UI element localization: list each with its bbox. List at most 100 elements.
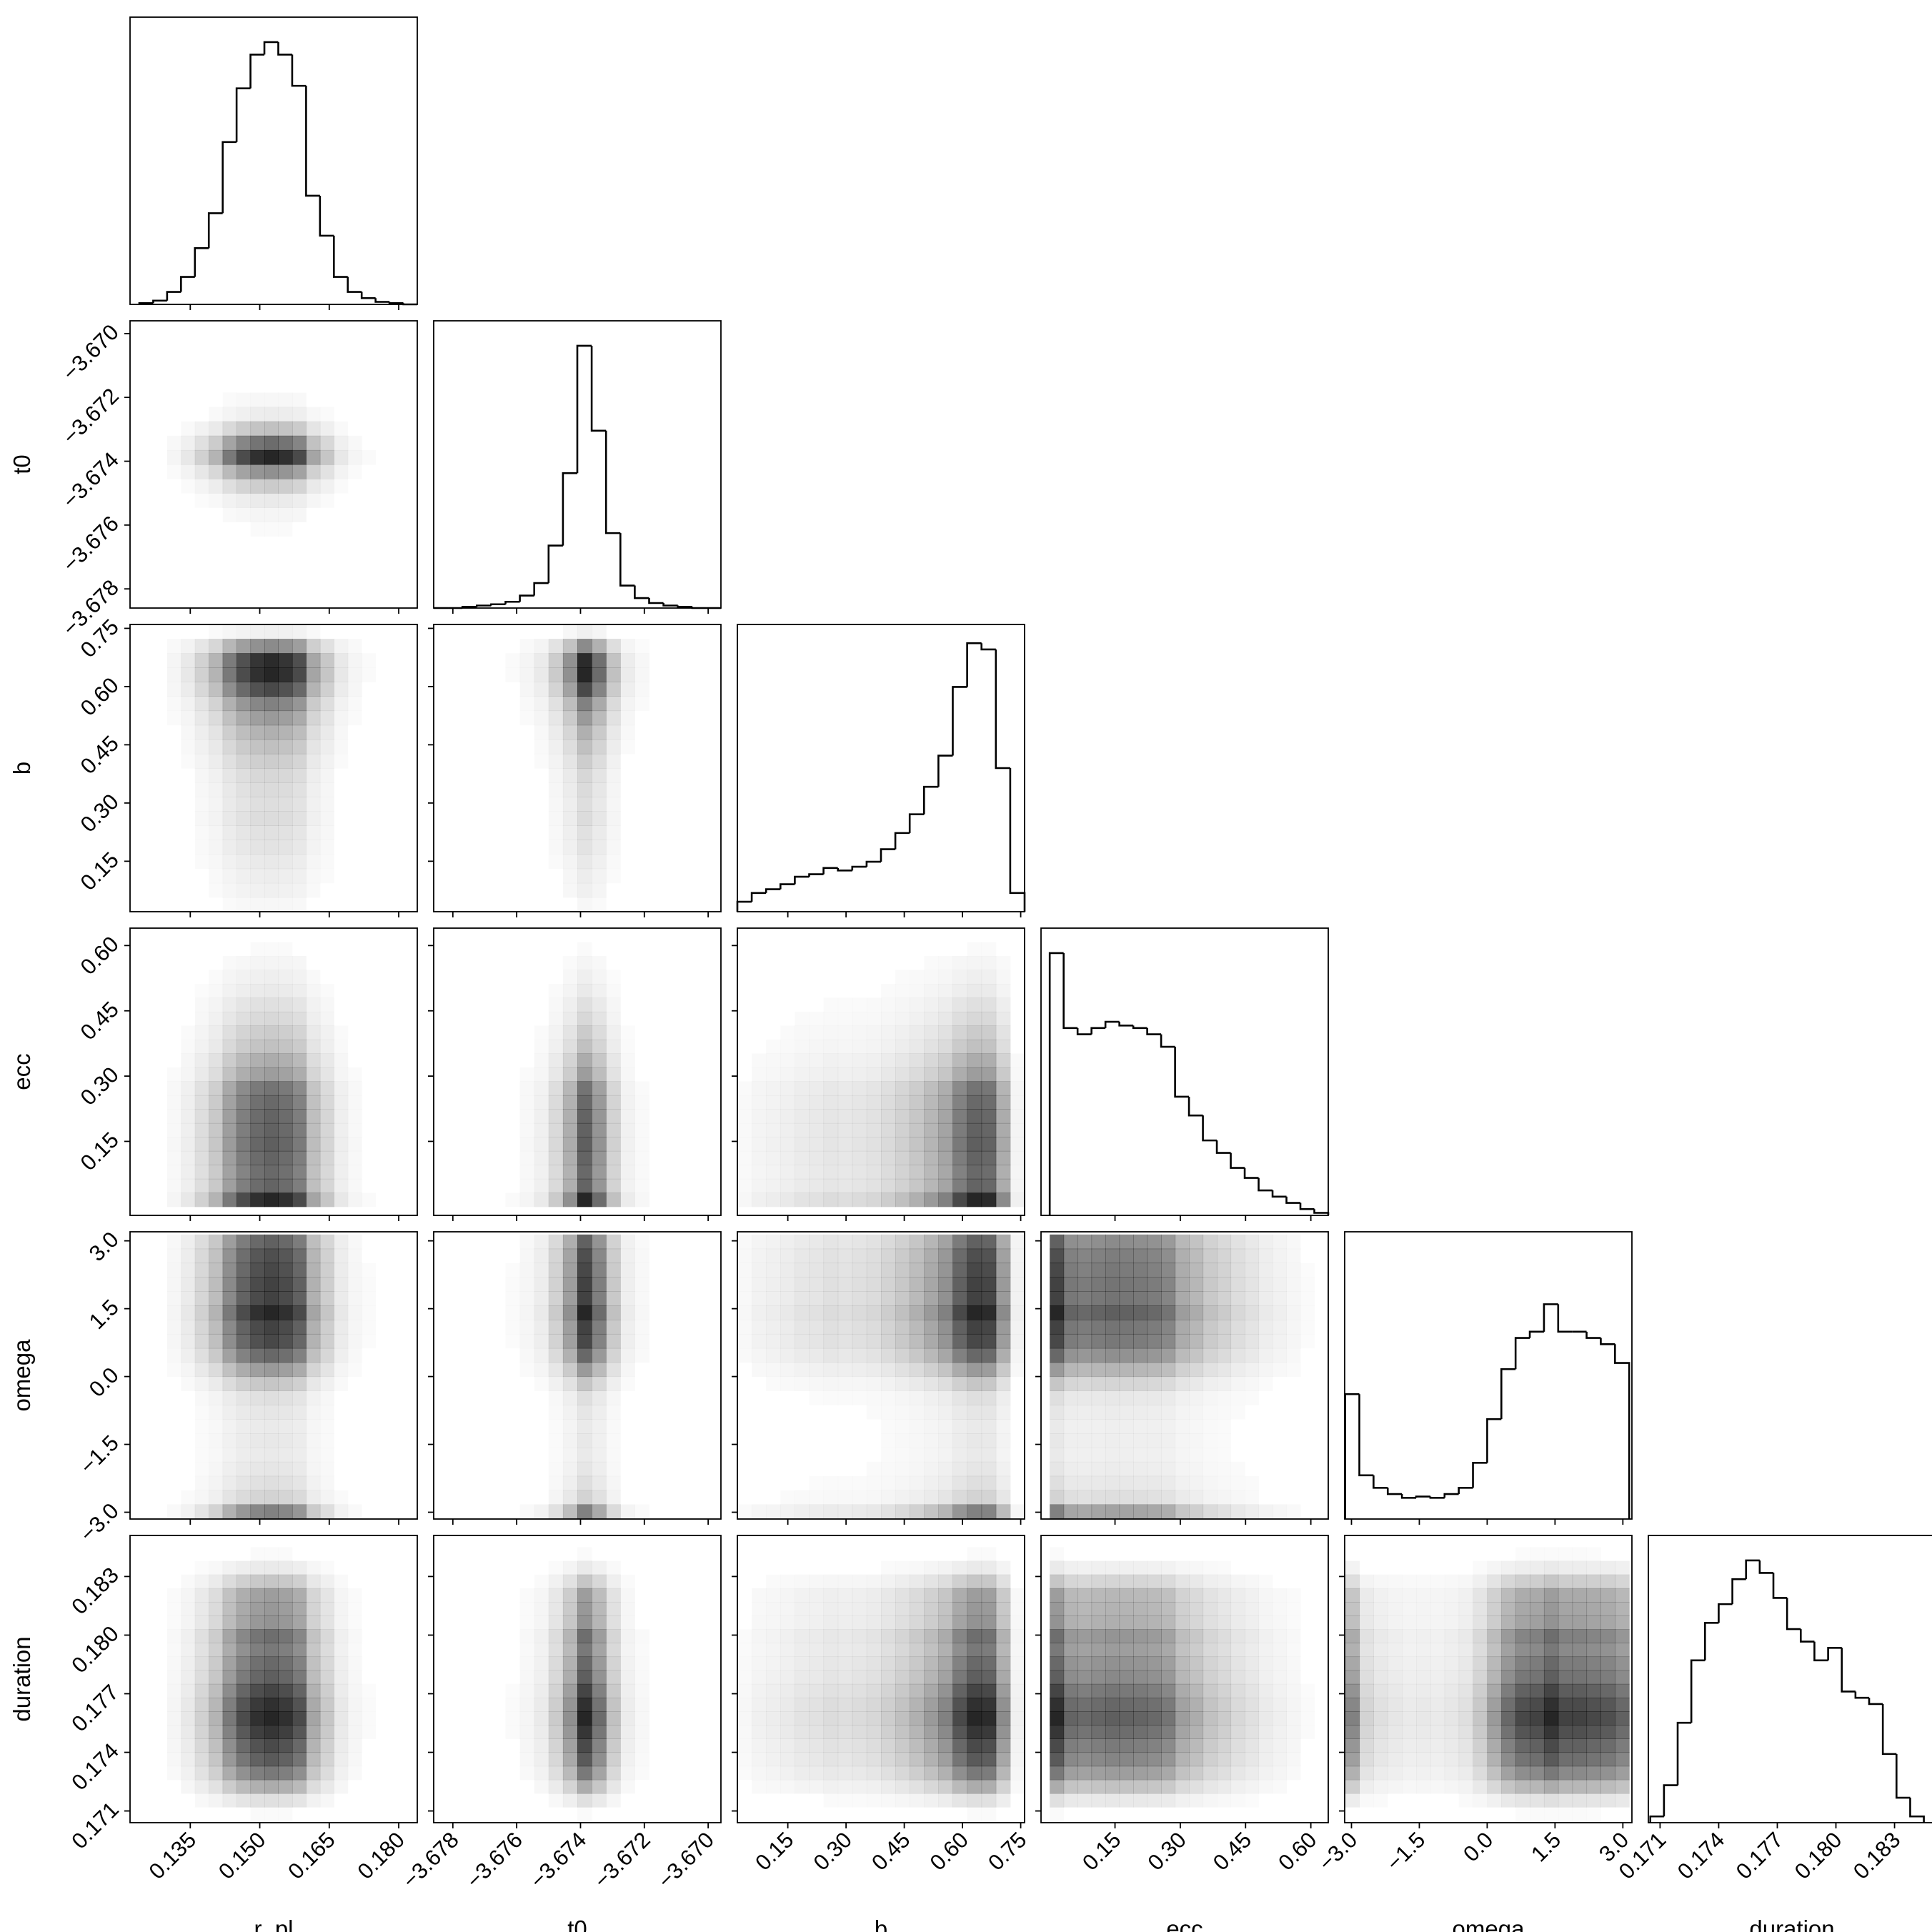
density-cell (250, 464, 265, 479)
density-cell (1231, 1390, 1245, 1405)
density-cell (562, 1461, 578, 1477)
density-cell (606, 1291, 621, 1306)
density-cell (981, 1601, 997, 1616)
density-cell (852, 1504, 867, 1519)
density-cell (181, 1095, 196, 1110)
density-cell (519, 653, 535, 668)
density-cell (881, 1779, 896, 1794)
density-cell (264, 1011, 279, 1026)
density-cell (194, 1025, 209, 1040)
density-cell (1202, 1490, 1218, 1505)
density-cell (1373, 1656, 1388, 1671)
density-cell (1091, 1376, 1106, 1391)
density-cell (1133, 1615, 1148, 1630)
density-cell (534, 1192, 549, 1208)
density-cell (1515, 1766, 1530, 1781)
density-cell (1487, 1752, 1502, 1767)
density-cell (250, 421, 265, 437)
density-cell (1161, 1277, 1176, 1292)
density-cell (1063, 1320, 1078, 1335)
density-cell (924, 1150, 939, 1165)
density-cell (780, 1109, 795, 1124)
density-cell (606, 1752, 621, 1767)
density-cell (967, 1419, 982, 1434)
density-cell (250, 1490, 265, 1505)
density-cell (823, 1192, 839, 1208)
density-cell (606, 1348, 621, 1363)
density-cell (995, 1333, 1011, 1349)
density-cell (995, 1277, 1011, 1292)
density-cell (195, 1390, 209, 1405)
density-cell (223, 970, 237, 984)
density-cell (852, 1779, 867, 1794)
density-cell (222, 1053, 237, 1068)
density-cell (895, 984, 910, 998)
density-cell (823, 1277, 839, 1292)
density-cell (1175, 1248, 1190, 1264)
density-cell (967, 1025, 982, 1040)
histogram-bar (207, 212, 223, 249)
density-cell (167, 1738, 181, 1753)
density-cell (562, 1320, 578, 1335)
density-cell (166, 1192, 181, 1208)
density-cell (795, 1348, 810, 1363)
density-cell (606, 782, 621, 797)
density-cell (306, 1234, 321, 1250)
density-cell (1273, 1588, 1287, 1603)
density-cell (1473, 1711, 1488, 1726)
density-cell (620, 1697, 635, 1712)
density-cell (264, 1390, 279, 1405)
density-cell (1077, 1433, 1092, 1448)
density-cell (520, 1504, 535, 1518)
density-cell (264, 983, 279, 998)
density-cell (866, 1333, 882, 1349)
density-cell (810, 1390, 825, 1405)
density-cell (250, 724, 265, 740)
histogram-bar (750, 892, 767, 902)
density-cell (910, 1504, 925, 1519)
density-cell (924, 1601, 939, 1616)
density-cell (1402, 1575, 1416, 1589)
density-cell (319, 1333, 334, 1349)
density-cell (347, 667, 362, 682)
density-cell (952, 1095, 968, 1110)
density-cell (938, 1348, 953, 1363)
density-cell (809, 1234, 825, 1250)
density-cell (620, 1683, 635, 1698)
density-cell (606, 1433, 621, 1448)
density-cell (995, 1137, 1011, 1152)
density-cell (334, 740, 348, 755)
density-cell (334, 710, 349, 726)
density-cell (866, 1039, 882, 1054)
density-cell (195, 782, 209, 797)
density-cell (795, 1234, 810, 1250)
density-cell (1147, 1277, 1162, 1292)
density-cell (236, 479, 252, 494)
density-cell (995, 1779, 1011, 1794)
density-cell (823, 1263, 839, 1278)
density-cell (766, 1178, 781, 1193)
density-cell (967, 1109, 982, 1124)
density-cell (995, 1067, 1011, 1082)
density-cell (924, 1348, 939, 1363)
density-cell (264, 1433, 279, 1448)
density-cell (222, 811, 237, 826)
density-cell (910, 1574, 925, 1589)
density-cell (967, 1490, 982, 1505)
density-cell (1077, 1504, 1092, 1519)
density-cell (938, 1504, 953, 1519)
density-cell (251, 1807, 265, 1821)
density-cell (236, 854, 252, 870)
density-cell (1091, 1574, 1106, 1589)
density-cell (222, 449, 237, 465)
density-cell (592, 1752, 607, 1767)
density-cell (634, 1711, 649, 1726)
density-cell (250, 1277, 265, 1292)
density-cell (780, 1656, 795, 1671)
density-cell (852, 1575, 867, 1589)
panel-frame (1344, 1231, 1633, 1520)
density-cell (577, 1643, 592, 1658)
density-cell (1105, 1320, 1120, 1335)
density-cell (1388, 1697, 1403, 1712)
density-cell (236, 1461, 252, 1477)
